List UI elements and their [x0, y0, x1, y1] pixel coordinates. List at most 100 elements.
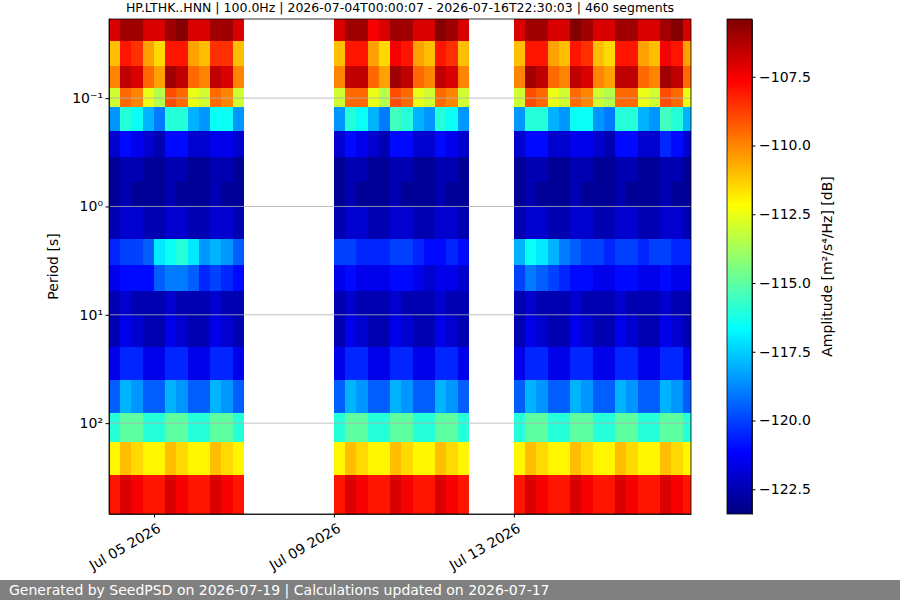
cell: [559, 182, 571, 207]
cell: [233, 380, 245, 413]
axis-line: [752, 20, 753, 515]
cell: [345, 206, 357, 239]
cell: [638, 413, 650, 443]
cell: [626, 131, 638, 158]
cell: [604, 206, 616, 239]
cell: [379, 88, 391, 108]
cell: [435, 66, 447, 89]
cell: [581, 19, 593, 42]
cell: [368, 206, 380, 239]
cell: [649, 475, 661, 514]
cell: [548, 347, 560, 380]
cell: [390, 131, 402, 158]
cell: [446, 131, 458, 158]
cell: [458, 107, 470, 132]
cell: [210, 239, 222, 266]
cell: [559, 107, 571, 132]
cell: [176, 265, 188, 291]
cell: [210, 315, 222, 348]
tick-label: −120.0: [759, 412, 811, 428]
cell: [210, 291, 222, 316]
cell: [199, 182, 211, 207]
cell: [176, 41, 188, 66]
cell: [593, 347, 605, 380]
cell: [649, 182, 661, 207]
cell: [683, 182, 691, 207]
cell: [413, 442, 425, 475]
cell: [424, 315, 436, 348]
cell: [683, 413, 691, 443]
cell: [379, 239, 391, 266]
cell: [660, 66, 672, 89]
cell: [424, 291, 436, 316]
cell: [188, 131, 200, 158]
title: HP.LTHK..HNN | 100.0Hz | 2026-07-04T00:0…: [126, 0, 674, 15]
cell: [334, 88, 346, 108]
cell: [334, 206, 346, 239]
cell: [671, 239, 683, 266]
cell: [131, 66, 143, 89]
cell: [514, 88, 526, 108]
cell: [368, 239, 380, 266]
cell: [379, 291, 391, 316]
cell: [401, 66, 413, 89]
cell: [458, 157, 470, 183]
cell: [233, 475, 245, 514]
cell: [210, 88, 222, 108]
cell: [356, 131, 368, 158]
cell: [176, 66, 188, 89]
cell: [435, 107, 447, 132]
cell: [514, 380, 526, 413]
cell: [525, 380, 537, 413]
cell: [413, 315, 425, 348]
cell: [683, 315, 691, 348]
cell: [165, 413, 177, 443]
cell: [638, 347, 650, 380]
cell: [345, 157, 357, 183]
cell: [626, 206, 638, 239]
cell: [131, 347, 143, 380]
cell: [604, 413, 616, 443]
cell: [334, 347, 346, 380]
cell: [176, 157, 188, 183]
cell: [683, 291, 691, 316]
cell: [615, 442, 627, 475]
cell: [514, 413, 526, 443]
cell: [109, 206, 121, 239]
cell: [446, 442, 458, 475]
cell: [379, 315, 391, 348]
cell: [165, 157, 177, 183]
cell: [109, 131, 121, 158]
cell: [143, 442, 155, 475]
cell: [199, 413, 211, 443]
cell: [570, 107, 582, 132]
cell: [379, 380, 391, 413]
tick-mark: [154, 514, 155, 518]
cell: [120, 413, 132, 443]
cell: [536, 206, 548, 239]
colorbar-title: Amplitude [m²/s⁴/Hz] [dB]: [819, 176, 835, 356]
cell: [604, 88, 616, 108]
cell: [660, 206, 672, 239]
cell: [413, 475, 425, 514]
cell: [120, 131, 132, 158]
cell: [581, 265, 593, 291]
tick: 10⁰: [80, 198, 109, 214]
cell: [424, 157, 436, 183]
tick-label: Jul 09 2026: [266, 520, 344, 574]
cell: [446, 206, 458, 239]
cell: [154, 66, 166, 89]
cell: [671, 131, 683, 158]
cell: [379, 157, 391, 183]
cell: [143, 88, 155, 108]
cell: [435, 88, 447, 108]
tick: 10⁻¹: [72, 90, 109, 106]
cell: [131, 291, 143, 316]
cell: [559, 442, 571, 475]
tick-mark: [752, 421, 756, 422]
cell: [233, 131, 245, 158]
cell: [671, 19, 683, 42]
cell: [368, 19, 380, 42]
cell: [446, 265, 458, 291]
cell: [660, 41, 672, 66]
